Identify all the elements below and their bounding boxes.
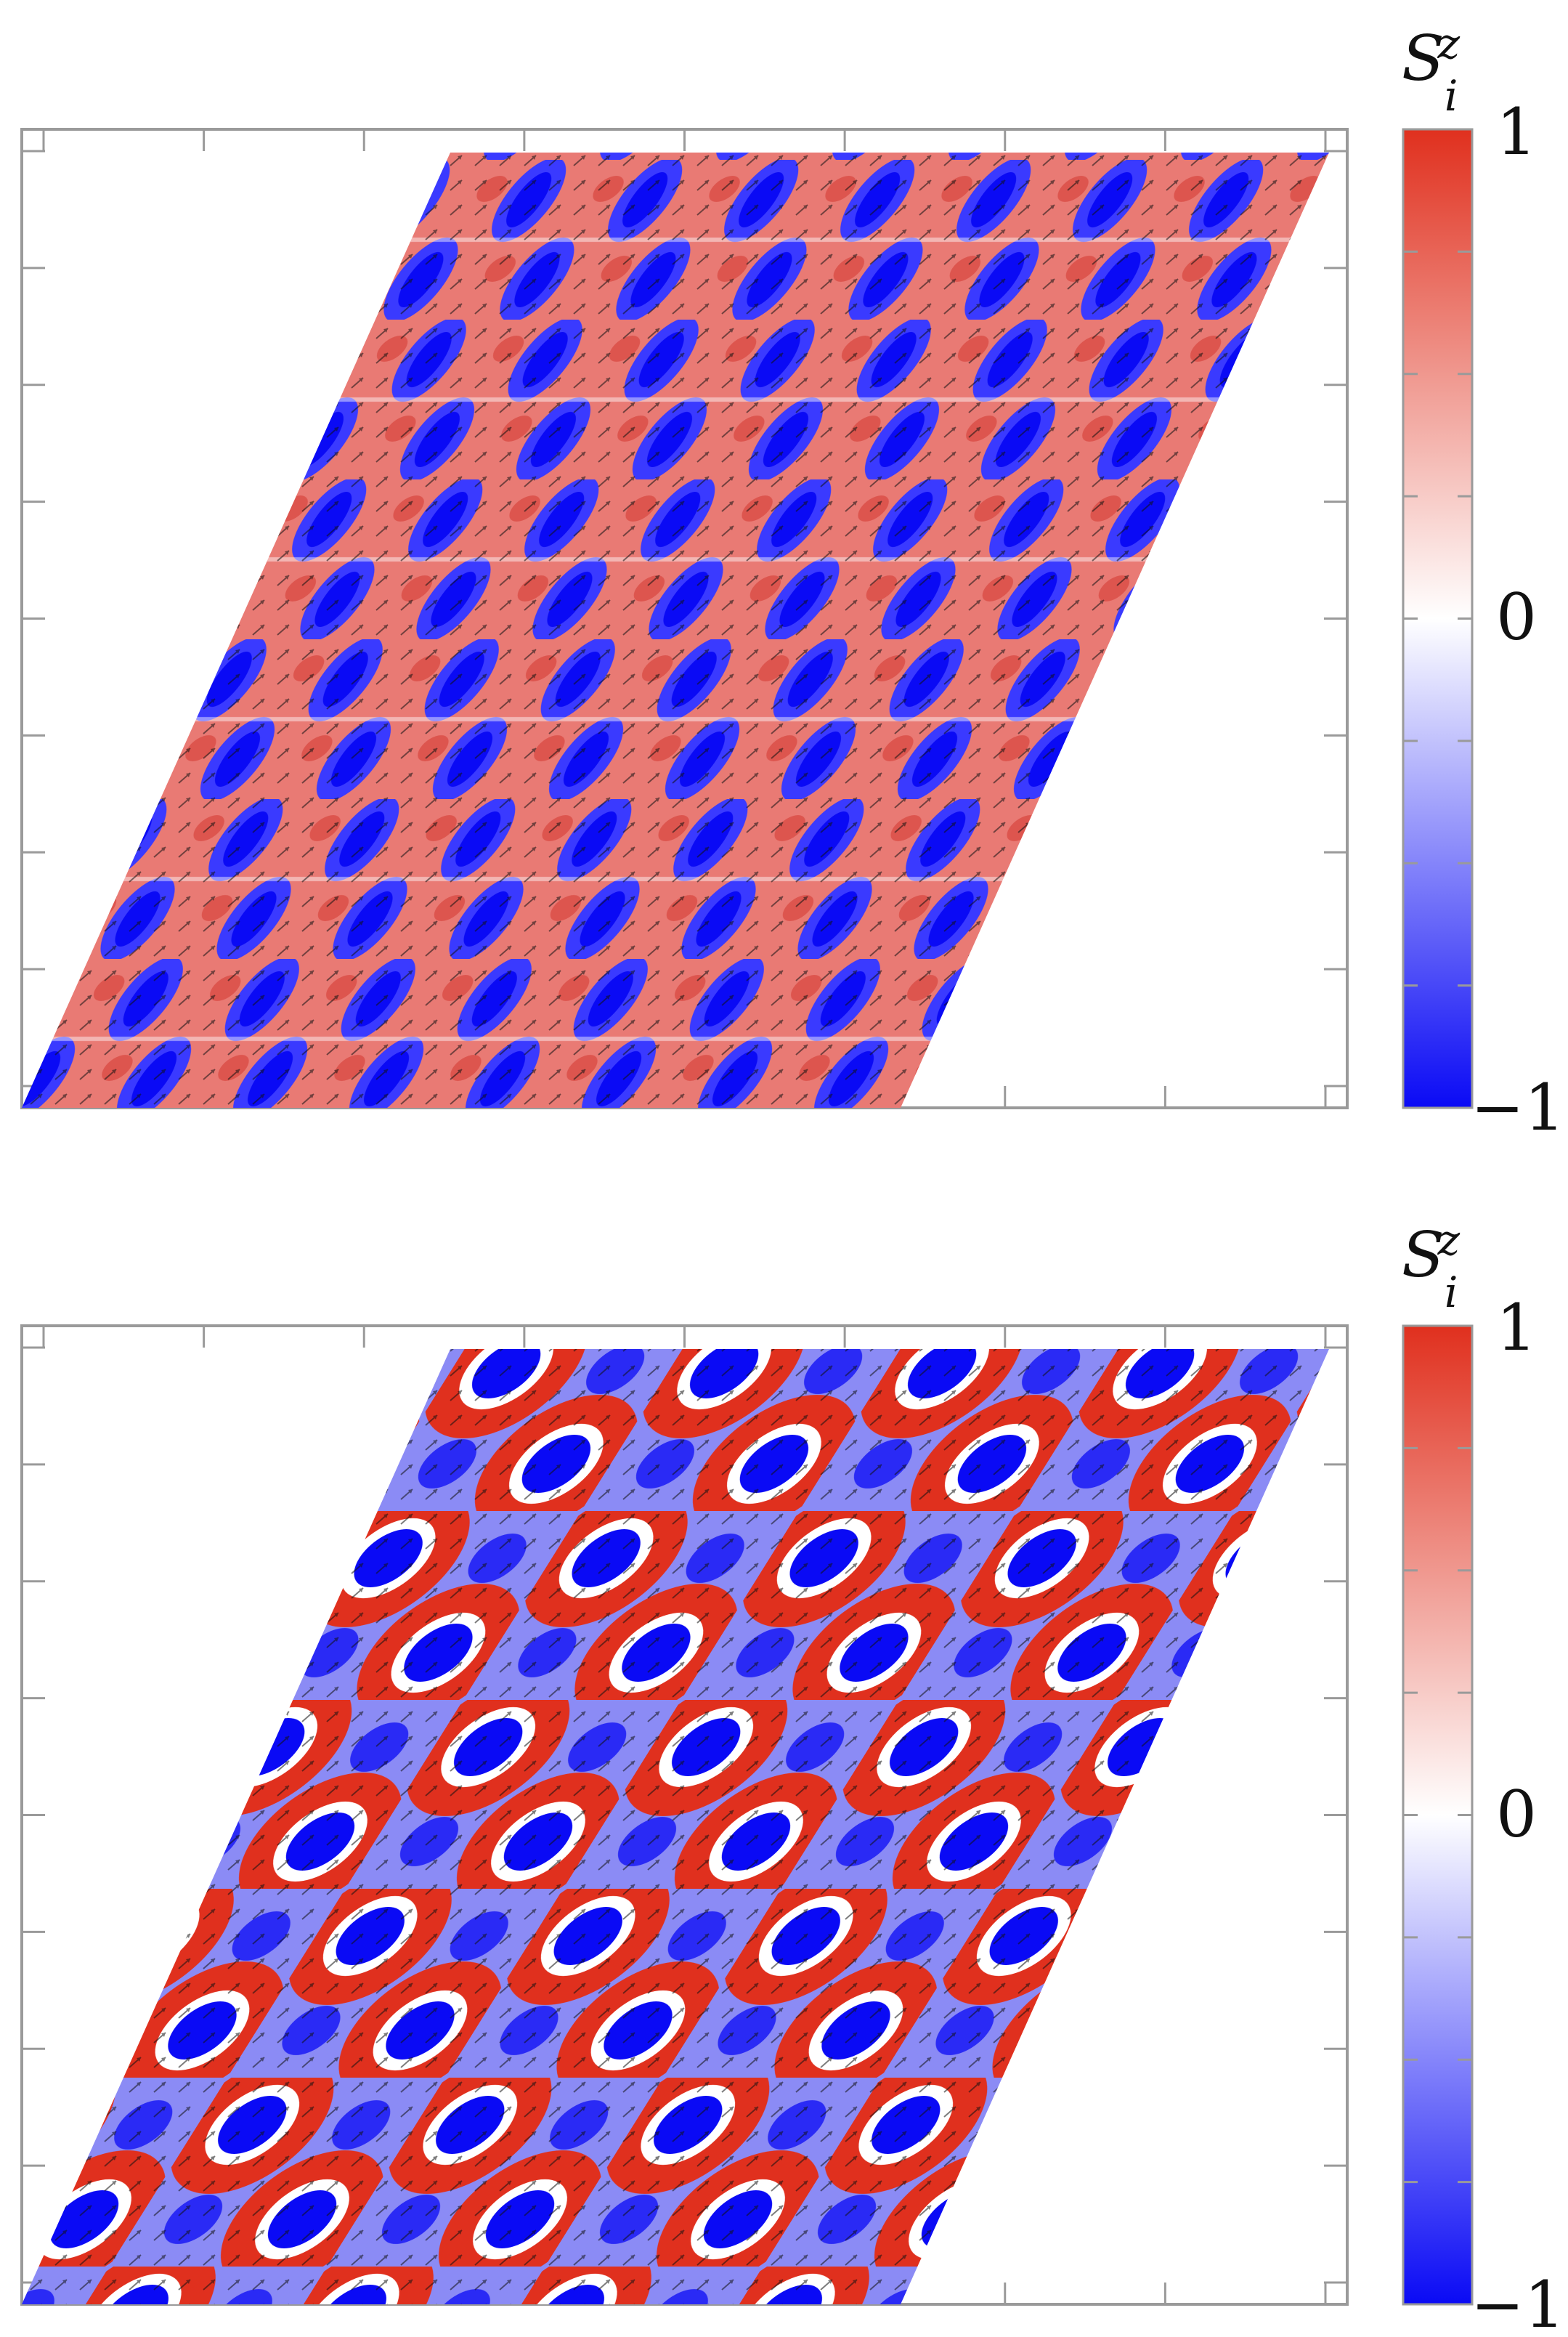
colorbar-tick-label-min: −1 [1471, 2267, 1565, 2337]
colorbar-ticks [1403, 1324, 1472, 2306]
colorbar-title: Siz [1402, 19, 1460, 121]
colorbar-tick-label-min: −1 [1471, 1070, 1565, 1145]
colorbar-tick-label-max: 1 [1496, 1290, 1537, 1365]
colorbar-title: Siz [1402, 1215, 1460, 1317]
spin-texture-map [22, 1349, 1329, 2304]
colorbar-tick-label-max: 1 [1496, 94, 1537, 169]
bottom-panel: Siz 1 0 −1 [20, 1215, 1565, 2337]
colorbar-tick-label-zero: 0 [1496, 580, 1537, 655]
colorbar-ticks [1403, 128, 1472, 1109]
colorbar-tick-label-zero: 0 [1496, 1777, 1537, 1852]
top-panel: Siz 1 0 −1 [20, 19, 1565, 1145]
spin-texture-map [22, 153, 1329, 1108]
